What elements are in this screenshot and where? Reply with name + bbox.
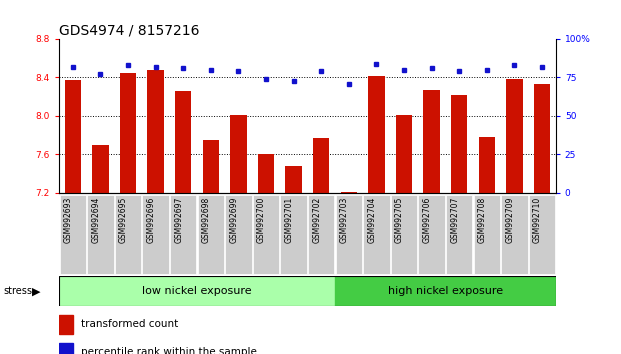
Text: GSM992707: GSM992707 — [450, 197, 459, 244]
FancyBboxPatch shape — [474, 195, 500, 274]
Bar — [313, 138, 330, 193]
Text: GSM992708: GSM992708 — [478, 197, 487, 243]
FancyBboxPatch shape — [363, 195, 389, 274]
Bar — [506, 79, 523, 193]
Bar — [92, 145, 109, 193]
Text: GSM992699: GSM992699 — [229, 197, 238, 244]
Bar — [175, 91, 191, 193]
FancyBboxPatch shape — [225, 195, 252, 274]
Bar — [120, 73, 136, 193]
Text: GSM992710: GSM992710 — [533, 197, 542, 243]
Bar — [368, 76, 384, 193]
Text: GSM992702: GSM992702 — [312, 197, 321, 243]
Bar — [451, 95, 468, 193]
Bar — [65, 80, 81, 193]
Bar — [202, 140, 219, 193]
Text: high nickel exposure: high nickel exposure — [388, 286, 503, 296]
FancyBboxPatch shape — [391, 195, 417, 274]
FancyBboxPatch shape — [253, 195, 279, 274]
FancyBboxPatch shape — [115, 195, 141, 274]
Text: GSM992704: GSM992704 — [368, 197, 376, 244]
FancyBboxPatch shape — [280, 195, 307, 274]
Bar — [340, 192, 357, 193]
FancyBboxPatch shape — [142, 195, 169, 274]
FancyBboxPatch shape — [87, 195, 114, 274]
Bar — [285, 166, 302, 193]
Text: low nickel exposure: low nickel exposure — [142, 286, 252, 296]
FancyBboxPatch shape — [528, 195, 555, 274]
FancyBboxPatch shape — [446, 195, 473, 274]
Text: GSM992709: GSM992709 — [505, 197, 514, 244]
Text: GSM992694: GSM992694 — [91, 197, 101, 244]
FancyBboxPatch shape — [501, 195, 528, 274]
FancyBboxPatch shape — [197, 195, 224, 274]
Text: GSM992705: GSM992705 — [395, 197, 404, 244]
FancyBboxPatch shape — [60, 195, 86, 274]
Text: GSM992695: GSM992695 — [119, 197, 128, 244]
Bar — [424, 90, 440, 193]
FancyBboxPatch shape — [308, 195, 335, 274]
Bar — [335, 276, 556, 306]
Bar — [230, 115, 247, 193]
Text: GSM992697: GSM992697 — [175, 197, 183, 244]
Text: GSM992703: GSM992703 — [340, 197, 349, 244]
Text: GSM992706: GSM992706 — [423, 197, 432, 244]
FancyBboxPatch shape — [170, 195, 196, 274]
Bar — [59, 315, 73, 333]
Text: ▶: ▶ — [32, 286, 41, 296]
Bar — [258, 154, 274, 193]
Text: GDS4974 / 8157216: GDS4974 / 8157216 — [59, 24, 199, 38]
Bar — [59, 343, 73, 354]
FancyBboxPatch shape — [335, 195, 362, 274]
Bar — [533, 84, 550, 193]
Text: GSM992701: GSM992701 — [284, 197, 294, 243]
Text: transformed count: transformed count — [81, 319, 179, 330]
Bar — [147, 70, 164, 193]
Bar — [396, 115, 412, 193]
Text: percentile rank within the sample: percentile rank within the sample — [81, 347, 257, 354]
Text: stress: stress — [3, 286, 32, 296]
FancyBboxPatch shape — [419, 195, 445, 274]
Bar — [59, 276, 335, 306]
Text: GSM992698: GSM992698 — [202, 197, 211, 243]
Text: GSM992700: GSM992700 — [257, 197, 266, 244]
Bar — [479, 137, 495, 193]
Text: GSM992693: GSM992693 — [64, 197, 73, 244]
Text: GSM992696: GSM992696 — [147, 197, 156, 244]
